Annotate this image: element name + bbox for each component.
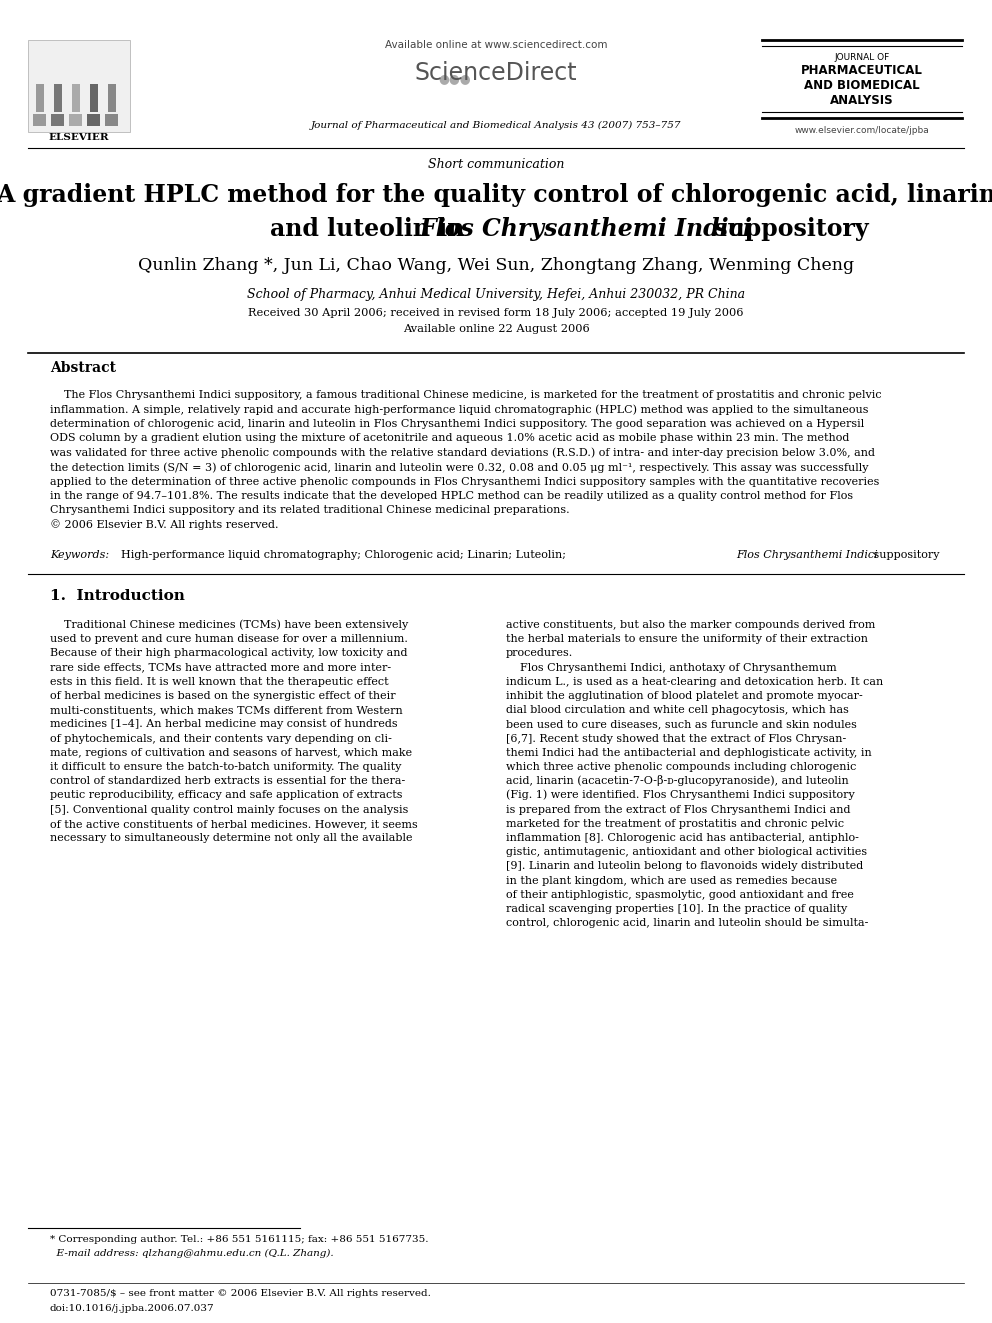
- Text: necessary to simultaneously determine not only all the available: necessary to simultaneously determine no…: [50, 833, 413, 843]
- Bar: [105, 114, 118, 126]
- Bar: [36, 83, 44, 112]
- Text: active constituents, but also the marker compounds derived from: active constituents, but also the marker…: [506, 620, 875, 630]
- Bar: [108, 83, 116, 112]
- Text: of herbal medicines is based on the synergistic effect of their: of herbal medicines is based on the syne…: [50, 691, 396, 701]
- Text: 0731-7085/$ – see front matter © 2006 Elsevier B.V. All rights reserved.: 0731-7085/$ – see front matter © 2006 El…: [50, 1289, 431, 1298]
- Bar: [28, 40, 130, 132]
- Text: Keywords:: Keywords:: [50, 550, 109, 560]
- Text: E-mail address: qlzhang@ahmu.edu.cn (Q.L. Zhang).: E-mail address: qlzhang@ahmu.edu.cn (Q.L…: [50, 1249, 333, 1258]
- Text: is prepared from the extract of Flos Chrysanthemi Indici and: is prepared from the extract of Flos Chr…: [506, 804, 850, 815]
- Text: which three active phenolic compounds including chlorogenic: which three active phenolic compounds in…: [506, 762, 856, 773]
- Text: [5]. Conventional quality control mainly focuses on the analysis: [5]. Conventional quality control mainly…: [50, 804, 409, 815]
- Text: JOURNAL OF: JOURNAL OF: [834, 53, 890, 62]
- Text: Qunlin Zhang *, Jun Li, Chao Wang, Wei Sun, Zhongtang Zhang, Wenming Cheng: Qunlin Zhang *, Jun Li, Chao Wang, Wei S…: [138, 257, 854, 274]
- Text: in the plant kingdom, which are used as remedies because: in the plant kingdom, which are used as …: [506, 876, 837, 885]
- Text: inhibit the agglutination of blood platelet and promote myocar-: inhibit the agglutination of blood plate…: [506, 691, 863, 701]
- Text: suppository: suppository: [870, 550, 939, 560]
- Text: [6,7]. Recent study showed that the extract of Flos Chrysan-: [6,7]. Recent study showed that the extr…: [506, 733, 846, 744]
- Text: ests in this field. It is well known that the therapeutic effect: ests in this field. It is well known tha…: [50, 677, 389, 687]
- Text: 1.  Introduction: 1. Introduction: [50, 589, 185, 603]
- Text: The Flos Chrysanthemi Indici suppository, a famous traditional Chinese medicine,: The Flos Chrysanthemi Indici suppository…: [50, 390, 882, 529]
- Text: dial blood circulation and white cell phagocytosis, which has: dial blood circulation and white cell ph…: [506, 705, 849, 716]
- Text: mate, regions of cultivation and seasons of harvest, which make: mate, regions of cultivation and seasons…: [50, 747, 412, 758]
- Text: medicines [1–4]. An herbal medicine may consist of hundreds: medicines [1–4]. An herbal medicine may …: [50, 720, 398, 729]
- Text: Received 30 April 2006; received in revised form 18 July 2006; accepted 19 July : Received 30 April 2006; received in revi…: [248, 308, 744, 318]
- Bar: [33, 114, 46, 126]
- Text: and luteolin in: and luteolin in: [270, 217, 472, 241]
- Text: Flos Chrysanthemi Indici, anthotaxy of Chrysanthemum: Flos Chrysanthemi Indici, anthotaxy of C…: [506, 663, 836, 672]
- Text: marketed for the treatment of prostatitis and chronic pelvic: marketed for the treatment of prostatiti…: [506, 819, 844, 828]
- Text: multi-constituents, which makes TCMs different from Western: multi-constituents, which makes TCMs dif…: [50, 705, 403, 716]
- Text: PHARMACEUTICAL: PHARMACEUTICAL: [802, 64, 923, 77]
- Text: Available online at www.sciencedirect.com: Available online at www.sciencedirect.co…: [385, 40, 607, 50]
- Text: (Fig. 1) were identified. Flos Chrysanthemi Indici suppository: (Fig. 1) were identified. Flos Chrysanth…: [506, 790, 855, 800]
- Text: gistic, antimutagenic, antioxidant and other biological activities: gistic, antimutagenic, antioxidant and o…: [506, 847, 867, 857]
- Text: rare side effects, TCMs have attracted more and more inter-: rare side effects, TCMs have attracted m…: [50, 663, 391, 672]
- Bar: [87, 114, 100, 126]
- Text: High-performance liquid chromatography; Chlorogenic acid; Linarin; Luteolin;: High-performance liquid chromatography; …: [114, 550, 569, 560]
- Text: indicum L., is used as a heat-clearing and detoxication herb. It can: indicum L., is used as a heat-clearing a…: [506, 677, 883, 687]
- Text: School of Pharmacy, Anhui Medical University, Hefei, Anhui 230032, PR China: School of Pharmacy, Anhui Medical Univer…: [247, 288, 745, 302]
- Bar: [69, 114, 82, 126]
- Text: suppository: suppository: [706, 217, 869, 241]
- Text: the herbal materials to ensure the uniformity of their extraction: the herbal materials to ensure the unifo…: [506, 634, 868, 644]
- Text: themi Indici had the antibacterial and dephlogisticate activity, in: themi Indici had the antibacterial and d…: [506, 747, 872, 758]
- Text: doi:10.1016/j.jpba.2006.07.037: doi:10.1016/j.jpba.2006.07.037: [50, 1304, 214, 1312]
- Text: ANALYSIS: ANALYSIS: [830, 94, 894, 107]
- Text: peutic reproducibility, efficacy and safe application of extracts: peutic reproducibility, efficacy and saf…: [50, 790, 403, 800]
- Text: it difficult to ensure the batch-to-batch uniformity. The quality: it difficult to ensure the batch-to-batc…: [50, 762, 402, 773]
- Text: of their antiphlogistic, spasmolytic, good antioxidant and free: of their antiphlogistic, spasmolytic, go…: [506, 890, 854, 900]
- Text: Flos Chrysanthemi Indici: Flos Chrysanthemi Indici: [420, 217, 753, 241]
- Text: radical scavenging properties [10]. In the practice of quality: radical scavenging properties [10]. In t…: [506, 904, 847, 914]
- Bar: [54, 83, 62, 112]
- Text: Flos Chrysanthemi Indici: Flos Chrysanthemi Indici: [736, 550, 878, 560]
- Text: been used to cure diseases, such as furuncle and skin nodules: been used to cure diseases, such as furu…: [506, 720, 857, 729]
- Text: A gradient HPLC method for the quality control of chlorogenic acid, linarin: A gradient HPLC method for the quality c…: [0, 183, 992, 206]
- Text: used to prevent and cure human disease for over a millennium.: used to prevent and cure human disease f…: [50, 634, 408, 644]
- Text: ScienceDirect: ScienceDirect: [415, 61, 577, 85]
- Text: ELSEVIER: ELSEVIER: [49, 134, 109, 142]
- Bar: [51, 114, 64, 126]
- Text: control of standardized herb extracts is essential for the thera-: control of standardized herb extracts is…: [50, 777, 406, 786]
- Text: Traditional Chinese medicines (TCMs) have been extensively: Traditional Chinese medicines (TCMs) hav…: [50, 619, 409, 630]
- Text: Journal of Pharmaceutical and Biomedical Analysis 43 (2007) 753–757: Journal of Pharmaceutical and Biomedical…: [310, 120, 682, 130]
- Bar: [90, 83, 98, 112]
- Text: inflammation [8]. Chlorogenic acid has antibacterial, antiphlo-: inflammation [8]. Chlorogenic acid has a…: [506, 833, 859, 843]
- Text: procedures.: procedures.: [506, 648, 573, 659]
- Text: * Corresponding author. Tel.: +86 551 5161115; fax: +86 551 5167735.: * Corresponding author. Tel.: +86 551 51…: [50, 1234, 429, 1244]
- Text: [9]. Linarin and luteolin belong to flavonoids widely distributed: [9]. Linarin and luteolin belong to flav…: [506, 861, 863, 872]
- Text: control, chlorogenic acid, linarin and luteolin should be simulta-: control, chlorogenic acid, linarin and l…: [506, 918, 868, 929]
- Text: of the active constituents of herbal medicines. However, it seems: of the active constituents of herbal med…: [50, 819, 418, 828]
- Text: ●●●: ●●●: [438, 71, 470, 85]
- Text: AND BIOMEDICAL: AND BIOMEDICAL: [805, 79, 920, 93]
- Text: Because of their high pharmacological activity, low toxicity and: Because of their high pharmacological ac…: [50, 648, 408, 659]
- Bar: [72, 83, 80, 112]
- Text: Short communication: Short communication: [428, 157, 564, 171]
- Text: Abstract: Abstract: [50, 361, 116, 374]
- Text: Available online 22 August 2006: Available online 22 August 2006: [403, 324, 589, 333]
- Text: acid, linarin (acacetin-7-O-β-ᴅ-glucopyranoside), and luteolin: acid, linarin (acacetin-7-O-β-ᴅ-glucopyr…: [506, 775, 849, 786]
- Text: of phytochemicals, and their contents vary depending on cli-: of phytochemicals, and their contents va…: [50, 733, 392, 744]
- Text: www.elsevier.com/locate/jpba: www.elsevier.com/locate/jpba: [795, 126, 930, 135]
